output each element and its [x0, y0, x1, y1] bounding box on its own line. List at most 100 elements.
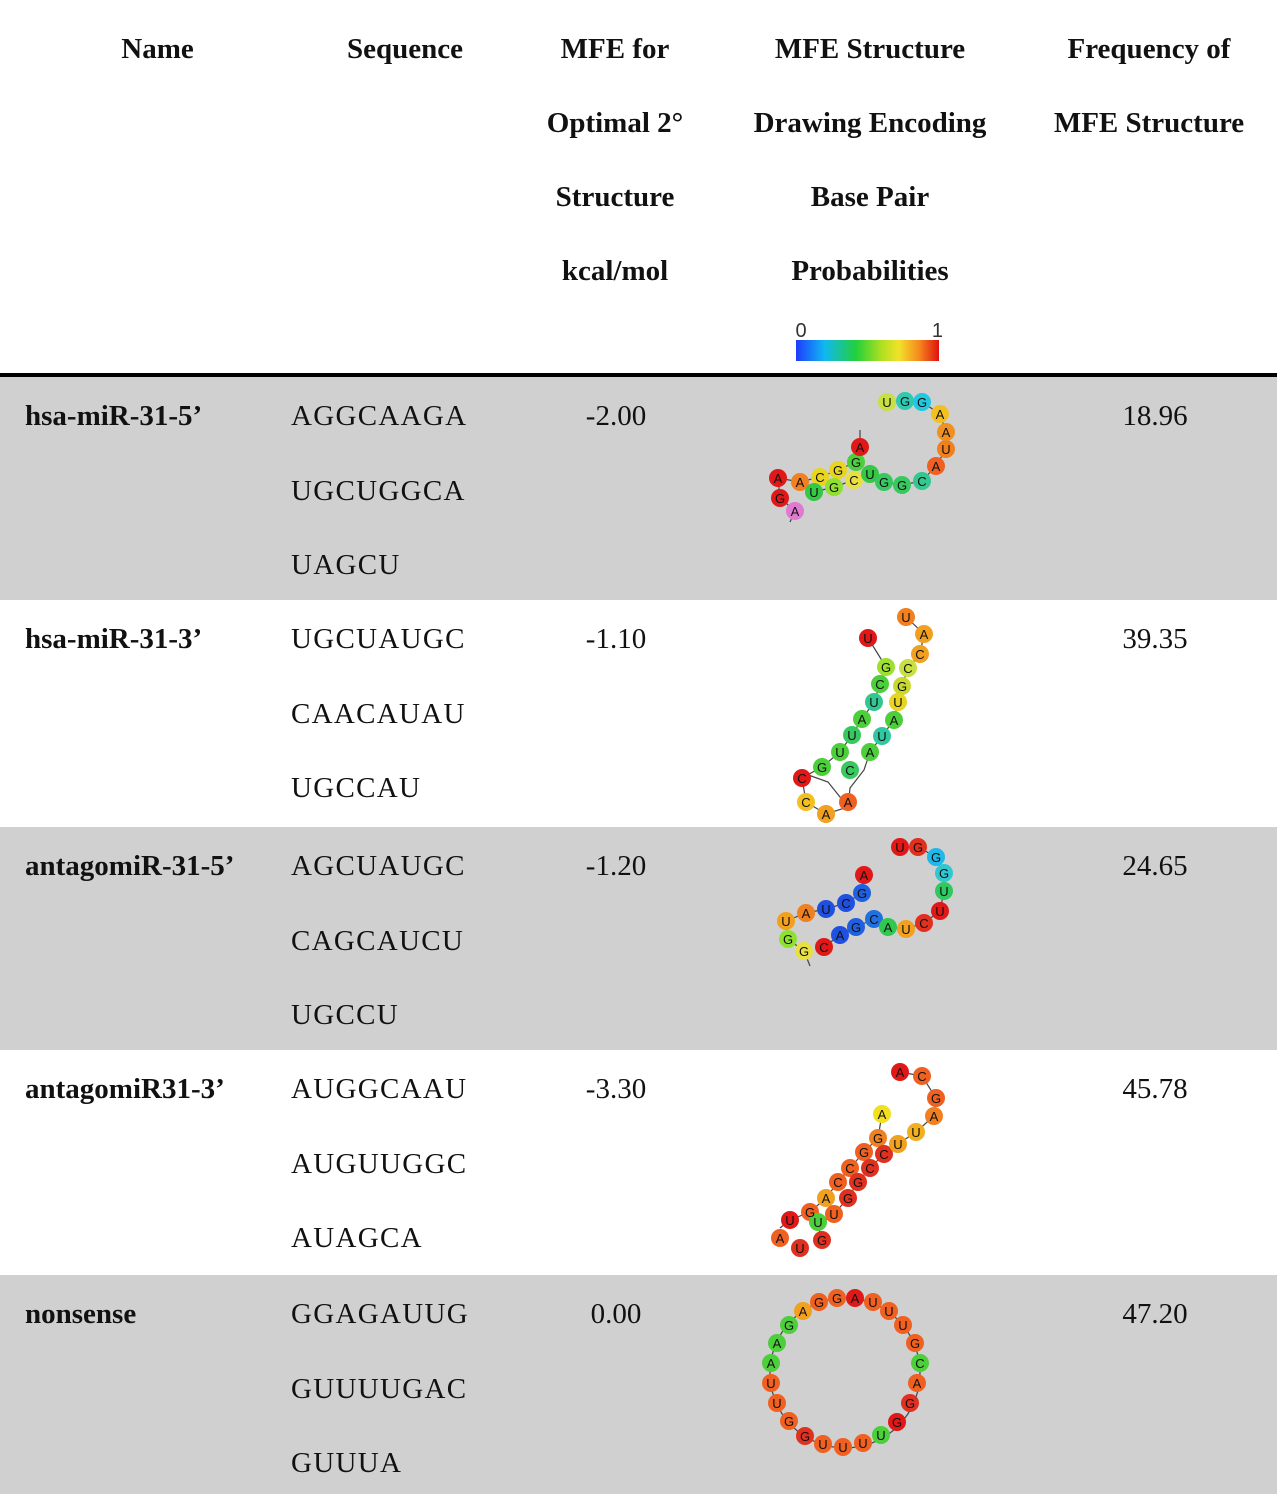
svg-text:U: U: [901, 922, 910, 937]
svg-text:G: G: [873, 1131, 883, 1146]
svg-text:U: U: [838, 1440, 847, 1455]
row-name: antagomiR-31-5’: [25, 850, 235, 882]
row-mfe: -1.10: [585, 623, 647, 655]
svg-text:A: A: [799, 1304, 808, 1319]
svg-text:A: A: [773, 1336, 782, 1351]
svg-text:G: G: [939, 866, 949, 881]
svg-text:U: U: [847, 728, 856, 743]
row-sequence: AGCUAUGC CAGCAUCU UGCCU: [291, 850, 466, 1031]
svg-text:A: A: [858, 712, 867, 727]
svg-text:C: C: [915, 647, 924, 662]
svg-text:G: G: [783, 932, 793, 947]
svg-text:C: C: [869, 912, 878, 927]
svg-text:C: C: [849, 473, 858, 488]
svg-text:U: U: [829, 1207, 838, 1222]
svg-text:C: C: [865, 1161, 874, 1176]
svg-text:C: C: [919, 916, 928, 931]
row-name: hsa-miR-31-3’: [25, 623, 203, 655]
table-row: hsa-miR-31-3’ UGCUAUGC CAACAUAU UGCCAU -…: [0, 600, 1277, 827]
row-name: nonsense: [25, 1298, 137, 1330]
header-drawing: MFE Structure Drawing Encoding Base Pair…: [753, 33, 987, 287]
svg-text:A: A: [884, 920, 893, 935]
svg-text:G: G: [897, 679, 907, 694]
svg-text:A: A: [836, 928, 845, 943]
svg-text:U: U: [766, 1376, 775, 1391]
table-header: Name Sequence MFE for Optimal 2° Structu…: [0, 0, 1277, 377]
svg-text:A: A: [802, 906, 811, 921]
svg-text:U: U: [863, 631, 872, 646]
svg-text:G: G: [799, 944, 809, 959]
svg-text:G: G: [900, 394, 910, 409]
svg-text:U: U: [813, 1215, 822, 1230]
svg-text:G: G: [814, 1295, 824, 1310]
secondary-structure-drawing: UGA CCG GAA UGU UGG CCU UAG CA: [771, 1063, 945, 1257]
svg-text:G: G: [913, 840, 923, 855]
svg-text:C: C: [915, 1356, 924, 1371]
svg-text:G: G: [897, 478, 907, 493]
row-mfe: -2.00: [585, 400, 647, 432]
svg-text:G: G: [879, 475, 889, 490]
svg-text:C: C: [819, 940, 828, 955]
row-name: hsa-miR-31-5’: [25, 400, 203, 432]
svg-text:G: G: [892, 1415, 902, 1430]
svg-text:U: U: [941, 442, 950, 457]
svg-text:U: U: [865, 467, 874, 482]
svg-text:G: G: [805, 1205, 815, 1220]
svg-text:C: C: [845, 763, 854, 778]
row-sequence: GGAGAUUG GUUUUGAC GUUUA: [291, 1298, 469, 1479]
row-frequency: 45.78: [1122, 1073, 1188, 1105]
svg-text:A: A: [851, 1291, 860, 1306]
svg-text:C: C: [845, 1161, 854, 1176]
svg-text:G: G: [853, 1175, 863, 1190]
svg-text:A: A: [930, 1109, 939, 1124]
svg-text:G: G: [931, 850, 941, 865]
svg-text:C: C: [917, 474, 926, 489]
table-row: nonsense GGAGAUUG GUUUUGAC GUUUA 0.00: [0, 1275, 1277, 1494]
svg-text:G: G: [851, 920, 861, 935]
svg-text:U: U: [898, 1318, 907, 1333]
svg-text:U: U: [884, 1304, 893, 1319]
svg-text:U: U: [868, 1295, 877, 1310]
svg-text:G: G: [817, 760, 827, 775]
svg-text:A: A: [920, 627, 929, 642]
svg-text:C: C: [903, 661, 912, 676]
table-row: hsa-miR-31-5’ AGGCAAGA UGCUGGCA UAGCU -2…: [0, 377, 1277, 600]
svg-text:U: U: [869, 695, 878, 710]
header-frequency: Frequency of MFE Structure: [1053, 33, 1245, 139]
svg-text:U: U: [858, 1436, 867, 1451]
svg-text:U: U: [939, 884, 948, 899]
svg-text:U: U: [911, 1125, 920, 1140]
svg-text:A: A: [860, 868, 869, 883]
svg-text:U: U: [893, 1137, 902, 1152]
svg-text:U: U: [781, 914, 790, 929]
svg-text:G: G: [775, 491, 785, 506]
svg-text:G: G: [817, 1233, 827, 1248]
svg-text:U: U: [785, 1213, 794, 1228]
svg-text:A: A: [913, 1376, 922, 1391]
row-name: antagomiR31-3’: [25, 1073, 225, 1105]
svg-text:U: U: [935, 904, 944, 919]
svg-text:U: U: [895, 840, 904, 855]
svg-text:A: A: [822, 1191, 831, 1206]
svg-text:C: C: [801, 795, 810, 810]
svg-text:G: G: [800, 1429, 810, 1444]
svg-text:A: A: [856, 440, 865, 455]
svg-text:U: U: [818, 1437, 827, 1452]
svg-text:A: A: [774, 471, 783, 486]
svg-text:G: G: [784, 1414, 794, 1429]
svg-text:G: G: [833, 463, 843, 478]
table-row: antagomiR31-3’ AUGGCAAU AUGUUGGC AUAGCA …: [0, 1050, 1277, 1275]
header-name: Name: [121, 33, 194, 65]
svg-text:C: C: [833, 1175, 842, 1190]
svg-text:U: U: [795, 1241, 804, 1256]
svg-text:U: U: [901, 610, 910, 625]
svg-text:U: U: [893, 695, 902, 710]
scale-gradient-bar: [796, 340, 939, 361]
svg-text:A: A: [936, 407, 945, 422]
svg-text:G: G: [931, 1091, 941, 1106]
svg-text:U: U: [772, 1396, 781, 1411]
row-sequence: AUGGCAAU AUGUUGGC AUAGCA: [291, 1073, 468, 1254]
svg-text:G: G: [829, 480, 839, 495]
